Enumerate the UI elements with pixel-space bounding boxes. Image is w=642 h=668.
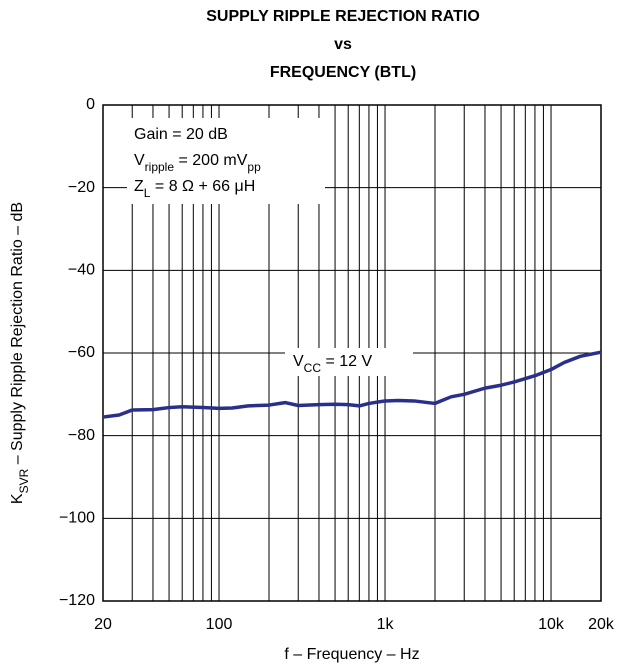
y-tick-label: −100	[59, 510, 95, 527]
y-tick-label: −20	[68, 179, 95, 196]
series-label-part: V	[293, 353, 304, 370]
annotation: ZL = 8 Ω + 66 μH	[134, 178, 255, 200]
chart-title: SUPPLY RIPPLE REJECTION RATIO	[206, 8, 480, 25]
y-tick-label: −80	[68, 427, 95, 444]
label-background	[285, 348, 413, 376]
annotation-part: L	[144, 186, 151, 200]
annotation-part: Z	[134, 178, 144, 195]
annotation: Gain = 20 dB	[134, 126, 228, 143]
annotation: Vripple = 200 mVpp	[134, 152, 261, 174]
annotation-background	[127, 118, 325, 204]
x-tick-label: 10k	[538, 616, 565, 633]
series-label: VCC = 12 V	[293, 353, 372, 375]
y-axis-label-part: – Supply Ripple Rejection Ratio – dB	[9, 202, 26, 469]
chart-title: FREQUENCY (BTL)	[270, 64, 416, 81]
data-line	[102, 350, 602, 419]
x-tick-label: 20k	[588, 616, 615, 633]
y-axis-label: KSVR – Supply Ripple Rejection Ratio – d…	[9, 202, 31, 504]
y-tick-label: −40	[68, 262, 95, 279]
y-axis-label-part: K	[9, 493, 26, 504]
series-label-part: CC	[304, 361, 322, 375]
annotation-part: Gain = 20 dB	[134, 126, 228, 143]
annotation-part: ripple	[145, 160, 175, 174]
y-axis-label-part: SVR	[17, 468, 31, 493]
series-label-part: = 12 V	[321, 353, 372, 370]
x-tick-label: 20	[94, 616, 112, 633]
y-tick-label: −60	[68, 344, 95, 361]
annotation-part: = 200 mV	[174, 152, 248, 169]
annotation-part: V	[134, 152, 145, 169]
annotation-part: pp	[247, 160, 261, 174]
x-axis-label: f – Frequency – Hz	[284, 646, 419, 663]
y-tick-label: 0	[86, 96, 95, 113]
y-tick-label: −120	[59, 592, 95, 609]
chart-title: vs	[334, 36, 352, 53]
x-tick-label: 100	[206, 616, 233, 633]
x-tick-label: 1k	[377, 616, 395, 633]
annotation-part: = 8 Ω + 66 μH	[150, 178, 255, 195]
